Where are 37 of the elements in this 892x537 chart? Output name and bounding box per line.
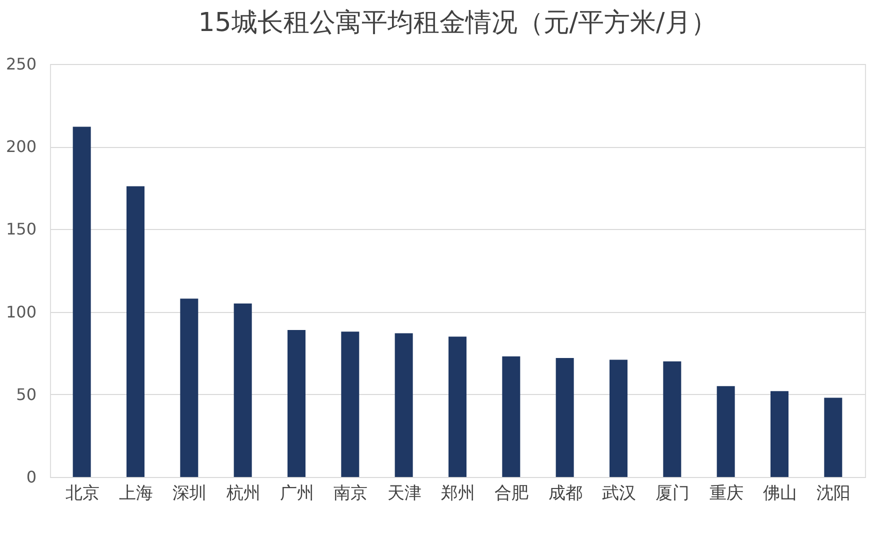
x-tick-label: 佛山 <box>763 484 797 504</box>
y-tick-label: 100 <box>6 302 36 322</box>
x-tick-label: 天津 <box>387 484 422 504</box>
bar <box>394 333 413 477</box>
bar <box>663 361 682 477</box>
x-tick-label: 深圳 <box>172 484 207 504</box>
x-tick-label: 成都 <box>548 484 582 504</box>
bar <box>824 398 842 477</box>
bar <box>610 360 628 477</box>
x-tick-label: 厦门 <box>656 484 690 504</box>
y-tick-label: 50 <box>16 384 36 404</box>
y-tick-label: 150 <box>6 220 36 239</box>
x-tick-label: 杭州 <box>225 484 260 504</box>
x-tick-label: 南京 <box>334 484 368 504</box>
bar <box>126 186 144 477</box>
bar <box>448 336 466 477</box>
x-tick-label: 重庆 <box>709 484 744 504</box>
bar <box>180 298 198 477</box>
bar <box>288 330 306 477</box>
bar <box>234 304 252 477</box>
bar <box>72 126 91 477</box>
bar <box>716 386 735 477</box>
y-tick-label: 200 <box>6 137 36 156</box>
x-tick-label: 沈阳 <box>816 484 851 504</box>
x-tick-label: 合肥 <box>494 484 529 504</box>
bar <box>770 391 788 477</box>
bar <box>341 332 360 477</box>
x-tick-label: 广州 <box>280 484 314 504</box>
x-tick-label: 上海 <box>119 484 153 504</box>
bar <box>556 358 574 477</box>
x-tick-label: 北京 <box>65 484 100 504</box>
bar <box>502 356 520 477</box>
x-tick-label: 武汉 <box>602 484 636 504</box>
x-tick-label: 郑州 <box>441 484 475 504</box>
y-tick-label: 0 <box>26 468 36 486</box>
y-tick-label: 250 <box>6 54 36 74</box>
chart-title: 15城长租公寓平均租金情况（元/平方米/月） <box>198 8 717 38</box>
